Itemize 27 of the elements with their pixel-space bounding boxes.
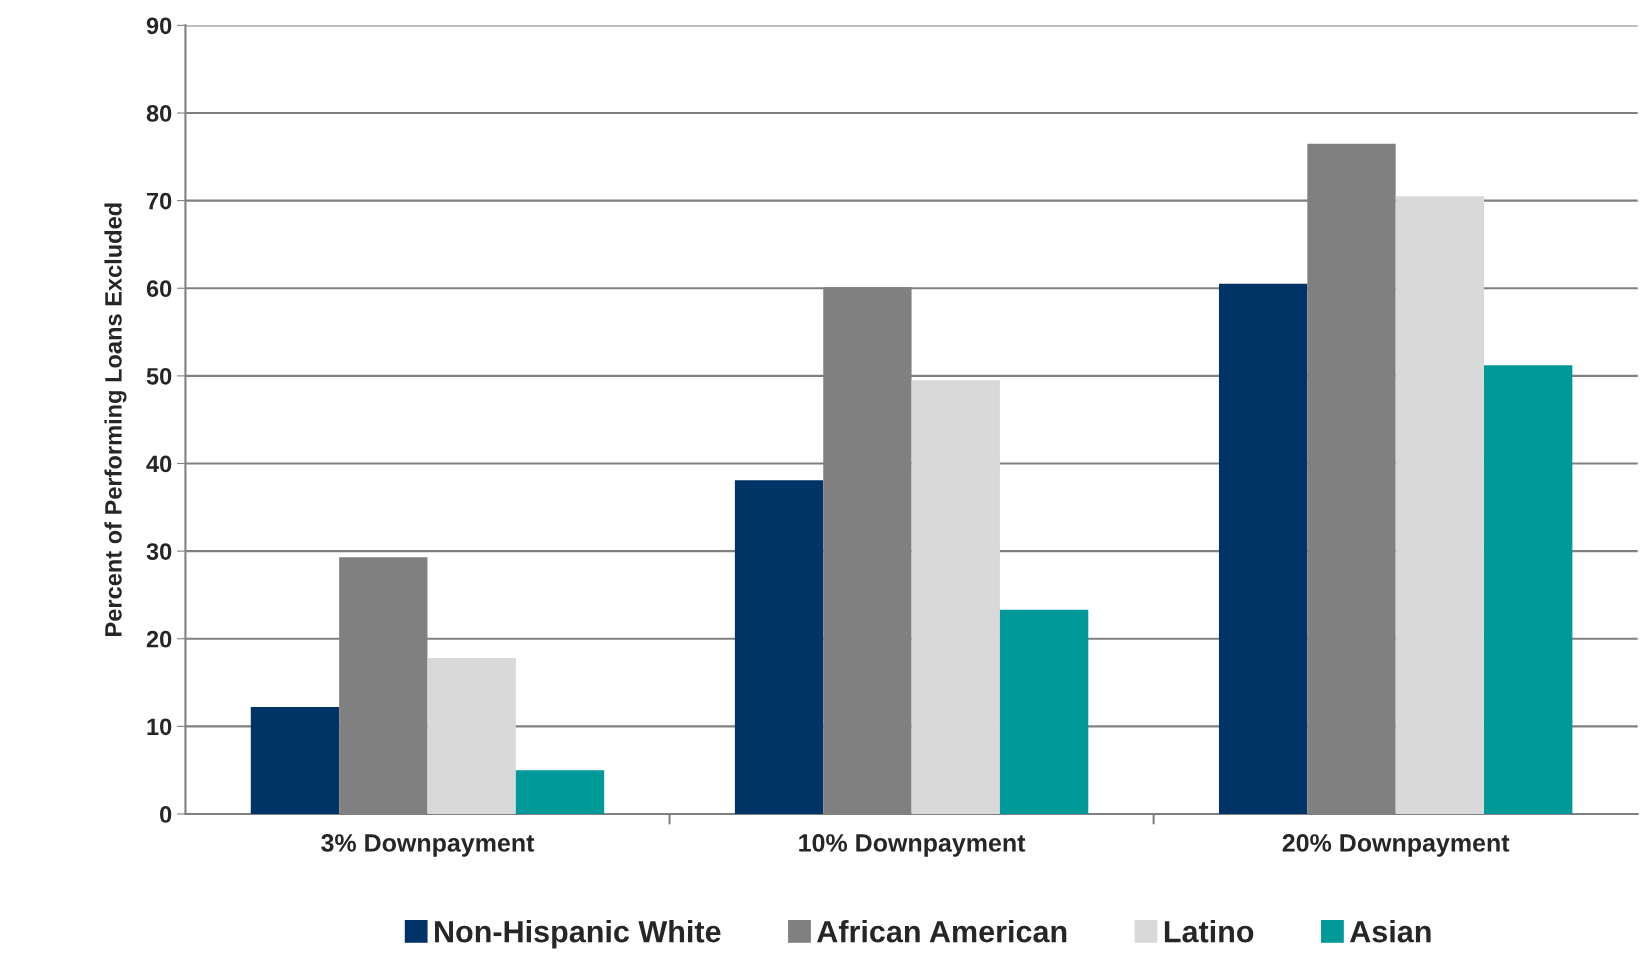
y-axis-title: Percent of Performing Loans Excluded — [104, 203, 127, 636]
y-tick-label: 80 — [146, 105, 172, 122]
bar — [1395, 196, 1485, 814]
y-tick-label: 50 — [146, 367, 172, 385]
y-tick-label: 70 — [146, 192, 172, 210]
bar — [1484, 365, 1573, 814]
legend-label: Non-Hispanic White — [435, 920, 721, 949]
y-tick-label: 10 — [147, 718, 172, 736]
legend-label: Latino — [1164, 920, 1254, 943]
bar — [734, 480, 824, 814]
y-tick-label: 60 — [146, 280, 172, 298]
bar — [1218, 283, 1308, 814]
y-tick-label: 20 — [146, 630, 172, 648]
bar — [427, 658, 516, 814]
x-tick-label: 20% Downpayment — [1282, 834, 1510, 857]
y-tick-label: 40 — [146, 455, 172, 473]
x-tick-label: 3% Downpayment — [321, 834, 535, 857]
bar — [999, 609, 1089, 814]
y-tick-label: 30 — [146, 543, 172, 560]
bar — [911, 380, 1000, 814]
y-tick-label: 0 — [160, 806, 172, 823]
x-tick-label: 10% Downpayment — [799, 834, 1026, 857]
bar — [250, 707, 340, 814]
bar — [515, 770, 605, 814]
legend-label: African American — [817, 920, 1067, 943]
y-tick-label: 90 — [146, 17, 172, 35]
legend-label: Asian — [1349, 920, 1431, 943]
